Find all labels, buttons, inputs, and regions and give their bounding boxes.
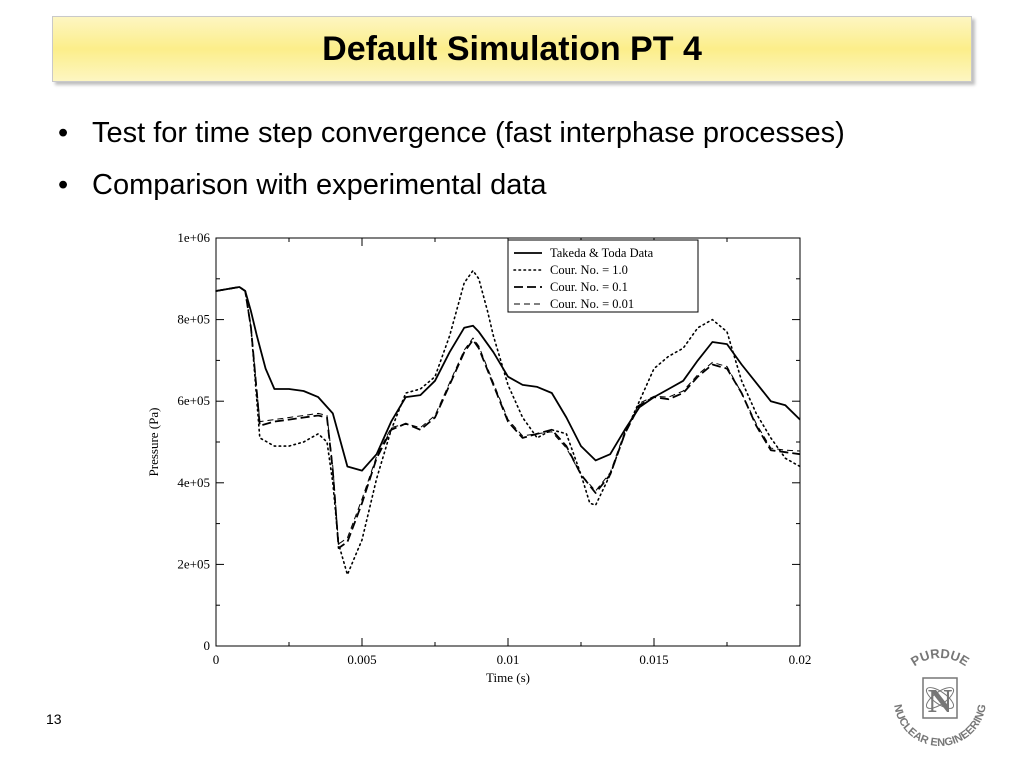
series-line-4 bbox=[215, 286, 801, 545]
pressure-time-chart: 0 0.005 0.01 0.015 0.02 0 2e+05 4e+05 6e+05 8e+0… bbox=[146, 230, 812, 685]
y-tick-label: 6e+05 bbox=[177, 393, 210, 408]
chart-legend: Takeda & Toda Data Cour. No. = 1.0 Cour. N… bbox=[507, 239, 699, 313]
x-tick-label: 0 bbox=[213, 652, 220, 667]
legend-box bbox=[507, 239, 699, 313]
slide-title: Default Simulation PT 4 bbox=[322, 29, 702, 68]
purdue-nuclear-engineering-logo: PURDUE NUCLEAR ENGINEERING N bbox=[891, 646, 989, 749]
slide-title-banner: Default Simulation PT 4 bbox=[52, 16, 972, 82]
series-line-1 bbox=[215, 286, 801, 472]
y-axis: 0 2e+05 4e+05 6e+05 8e+05 1e+06 bbox=[177, 230, 800, 653]
series-line-3 bbox=[215, 286, 801, 550]
x-tick-label: 0.02 bbox=[789, 652, 812, 667]
legend-label: Cour. No. = 1.0 bbox=[550, 263, 628, 277]
logo-monogram-frame bbox=[922, 677, 958, 719]
y-tick-label: 1e+06 bbox=[177, 230, 210, 245]
logo-monogram: N bbox=[928, 683, 953, 720]
legend-label: Takeda & Toda Data bbox=[550, 246, 654, 260]
legend-label: Cour. No. = 0.01 bbox=[550, 297, 634, 311]
x-tick-label: 0.005 bbox=[347, 652, 376, 667]
x-axis-label: Time (s) bbox=[486, 670, 530, 685]
series-line-2 bbox=[215, 269, 801, 576]
x-tick-label: 0.015 bbox=[639, 652, 668, 667]
bullet-item-2: Comparison with experimental data bbox=[58, 160, 845, 212]
x-tick-label: 0.01 bbox=[497, 652, 520, 667]
bullet-item-1: Test for time step convergence (fast int… bbox=[58, 108, 845, 160]
legend-label: Cour. No. = 0.1 bbox=[550, 280, 628, 294]
logo-top-text: PURDUE bbox=[908, 646, 972, 669]
y-tick-label: 4e+05 bbox=[177, 475, 210, 490]
slide-number: 13 bbox=[46, 711, 62, 727]
bullet-list: Test for time step convergence (fast int… bbox=[58, 108, 845, 212]
y-tick-label: 8e+05 bbox=[177, 312, 210, 327]
y-axis-label: Pressure (Pa) bbox=[146, 408, 161, 477]
atom-orbit-icon bbox=[925, 687, 955, 709]
atom-orbit-icon bbox=[925, 687, 955, 709]
y-tick-label: 2e+05 bbox=[177, 556, 210, 571]
series-lines bbox=[215, 269, 801, 576]
y-tick-label: 0 bbox=[204, 638, 211, 653]
x-axis: 0 0.005 0.01 0.015 0.02 bbox=[213, 238, 812, 667]
